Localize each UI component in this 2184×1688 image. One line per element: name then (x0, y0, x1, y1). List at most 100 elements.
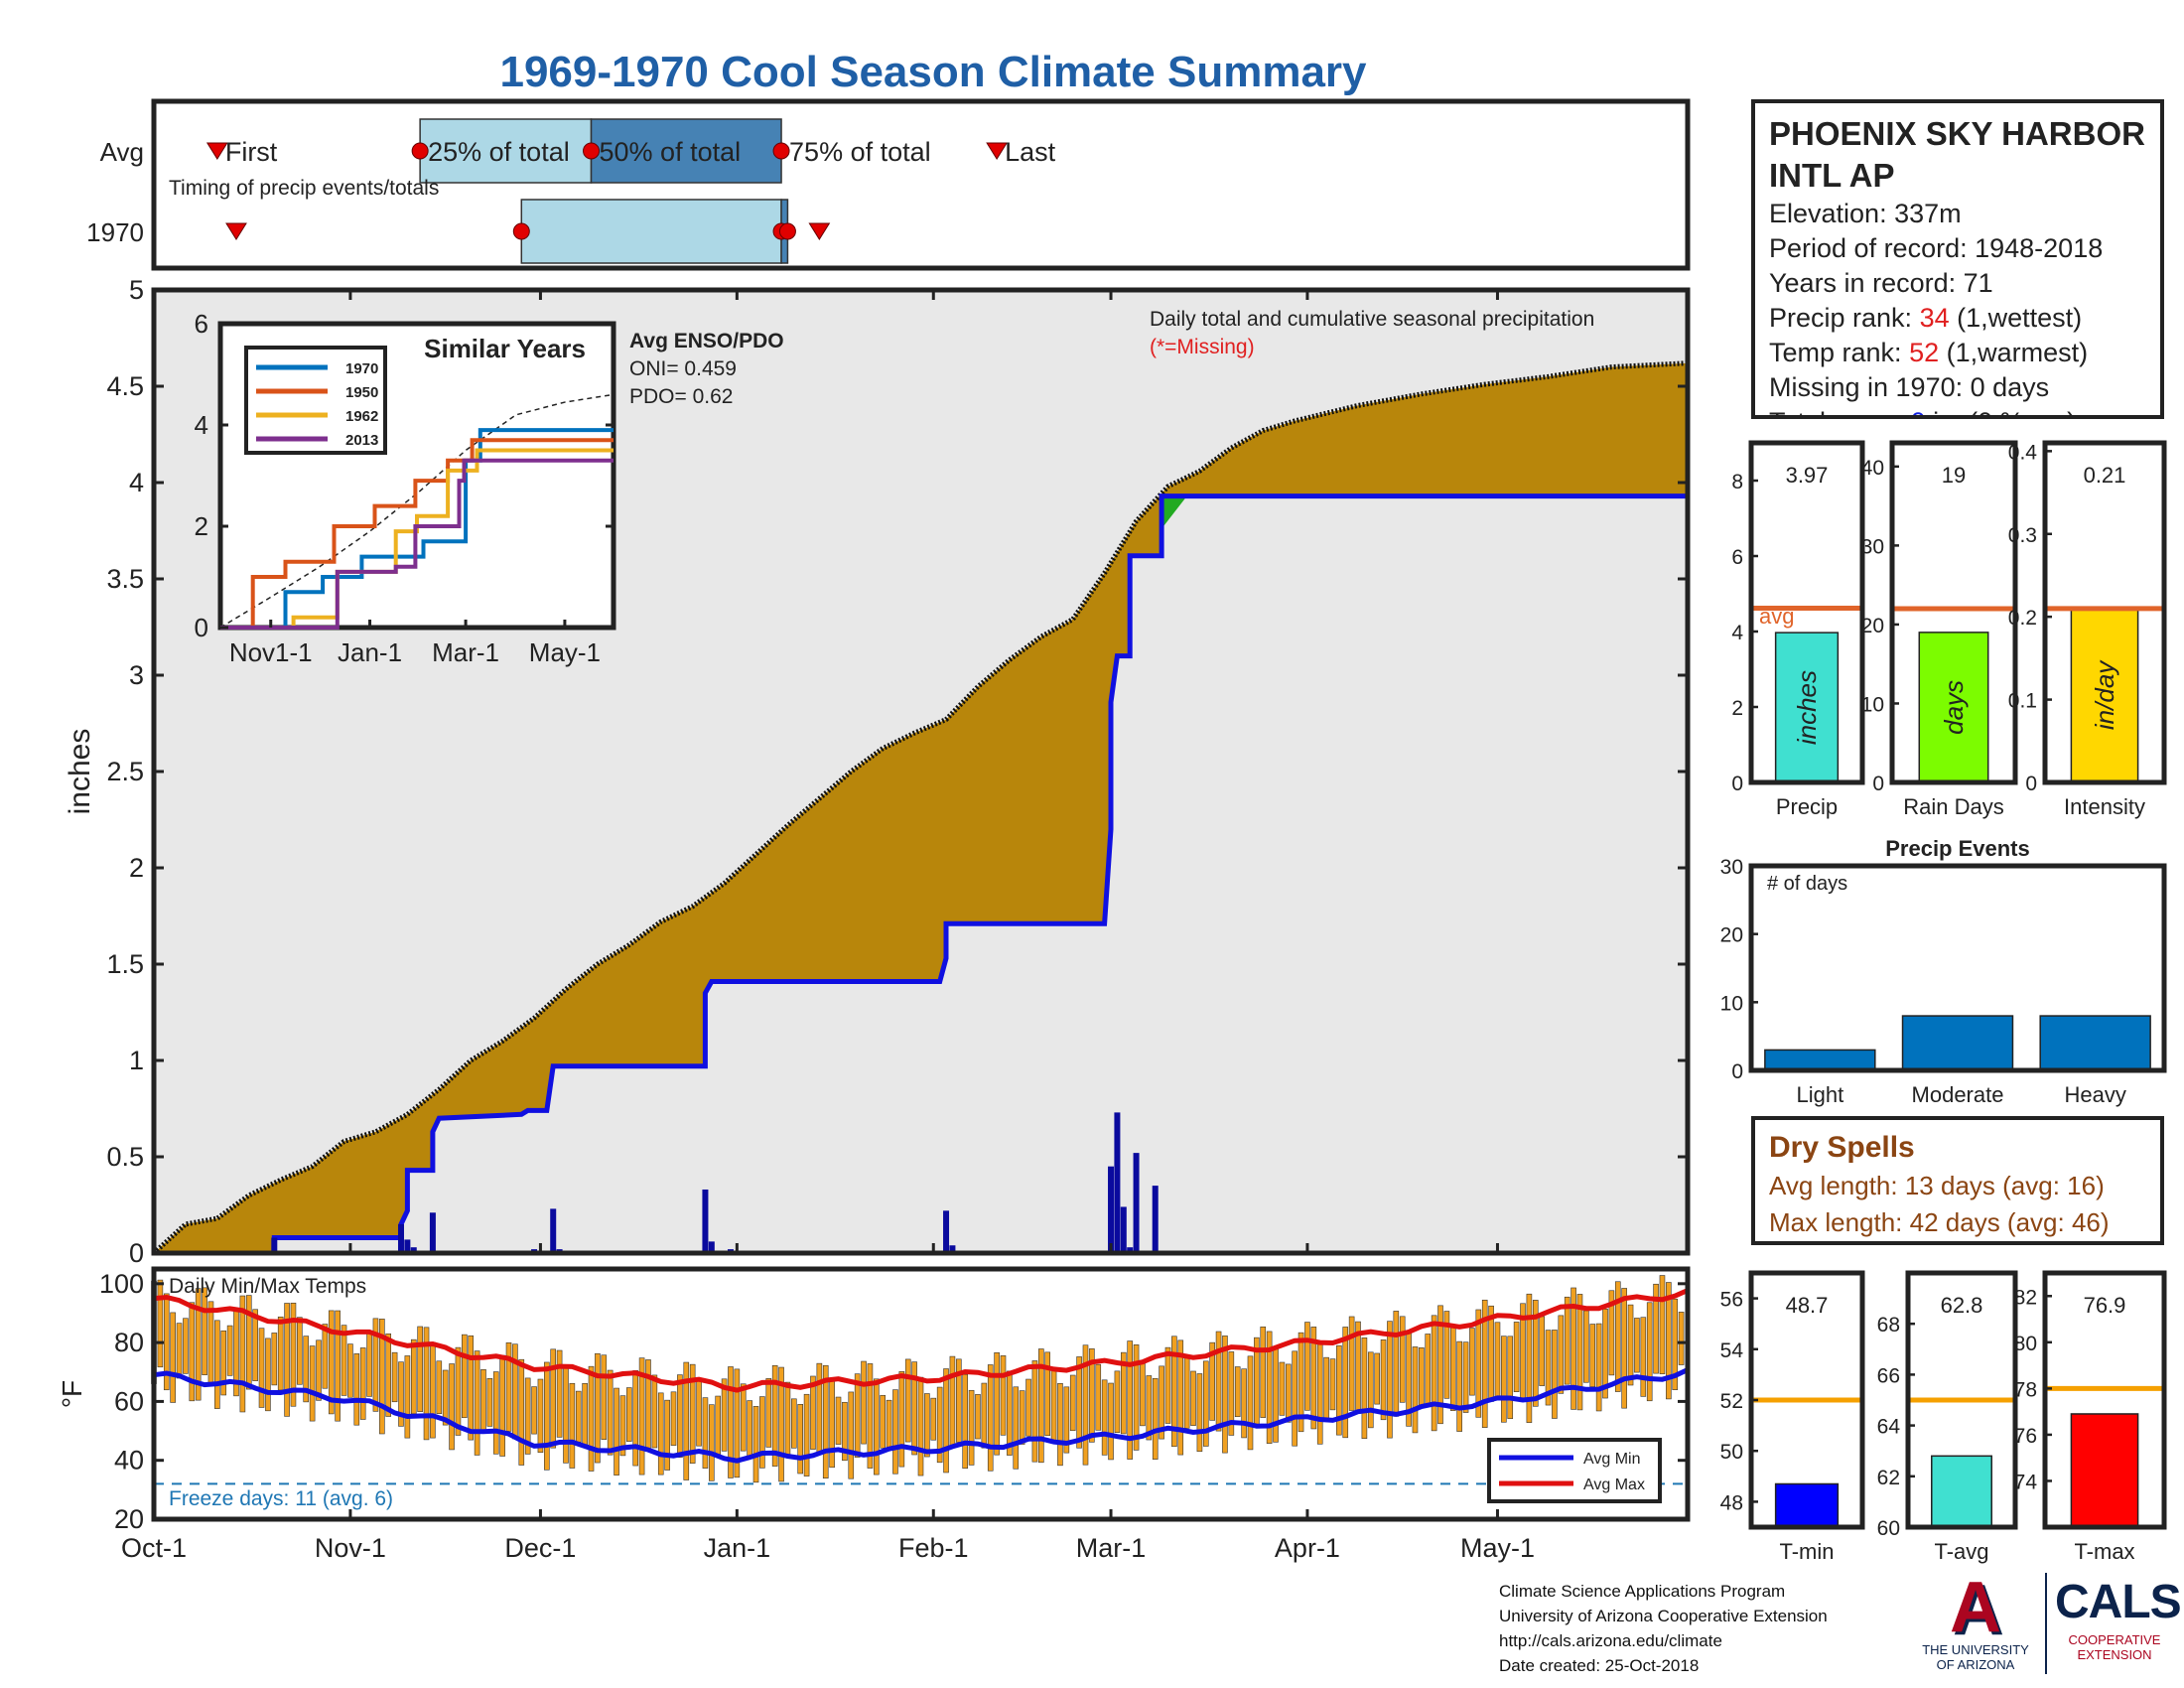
precip-summary-frame (1748, 440, 1865, 785)
daily-temp-bar (1000, 1355, 1007, 1436)
daily-temp-bar (226, 1325, 233, 1376)
x-tick-label: Oct-1 (121, 1533, 187, 1563)
cumulative-y-tick-label: 0 (129, 1238, 144, 1268)
daily-temp-bar (1481, 1299, 1488, 1428)
temp-rank-value: 52 (1909, 338, 1940, 367)
daily-temp-bar (563, 1364, 569, 1464)
timing-label-q50: 50% of total (600, 137, 742, 167)
events-tick-label: 10 (1720, 992, 1743, 1015)
daily-precip-bar (1152, 1186, 1159, 1253)
footer-line-3[interactable]: http://cals.arizona.edu/climate (1499, 1631, 1722, 1650)
precip-summary-value: 3.97 (1786, 463, 1829, 488)
daily-temp-bar (385, 1333, 392, 1417)
daily-temp-bar (797, 1404, 803, 1475)
cumulative-missing-note: (*=Missing) (1150, 336, 1255, 358)
daily-temp-bar (176, 1323, 183, 1379)
dry-max-length: Max length: 42 days (avg: 46) (1769, 1207, 2110, 1237)
daily-precip-bar (943, 1210, 950, 1253)
daily-temp-bar (1545, 1330, 1552, 1406)
daily-temp-bar (1501, 1336, 1507, 1423)
daily-temp-bar (1374, 1352, 1380, 1405)
daily-temp-bar (252, 1309, 258, 1381)
intensity-summary-tick-label: 0 (2025, 773, 2037, 795)
daily-temp-bar (715, 1395, 722, 1457)
daily-temp-bar (569, 1382, 576, 1469)
daily-precip-bar (550, 1208, 557, 1253)
daily-temp-bar (1532, 1300, 1539, 1407)
daily-temp-bar (1031, 1360, 1038, 1463)
daily-temp-bar (709, 1404, 715, 1481)
daily-temp-bar (778, 1366, 784, 1482)
daily-temp-bar (595, 1352, 601, 1464)
daily-temp-bar (492, 1371, 499, 1455)
daily-temp-bar (1076, 1356, 1082, 1449)
daily-precip-bar (1114, 1112, 1121, 1253)
footer-line-2: University of Arizona Cooperative Extens… (1499, 1607, 1828, 1625)
daily-temp-bar (239, 1295, 246, 1413)
logo-divider (2045, 1573, 2047, 1674)
daily-temp-bar (214, 1320, 220, 1409)
daily-temp-bar (1183, 1355, 1190, 1429)
raindays-summary-label: Rain Days (1903, 794, 2003, 819)
daily-temp-bar (1063, 1386, 1070, 1454)
ua-mark: A (1950, 1568, 2001, 1647)
daily-temp-bar (601, 1354, 608, 1440)
daily-temp-bar (524, 1377, 531, 1455)
daily-temp-bar (322, 1324, 329, 1389)
daily-temp-bar (1634, 1318, 1640, 1373)
similar-years-title: Similar Years (424, 334, 586, 363)
daily-temp-bar (987, 1364, 994, 1472)
pdo-value: PDO= 0.62 (629, 385, 733, 408)
daily-temp-bar (189, 1302, 196, 1402)
daily-temp-bar (1089, 1348, 1095, 1443)
daily-temp-bar (1222, 1336, 1228, 1454)
timing-year-box-q25-q50 (520, 199, 782, 264)
tmin-summary-tick-label: 52 (1720, 1390, 1743, 1413)
daily-temp-bar (1013, 1386, 1020, 1470)
daily-temp-bar (1361, 1337, 1368, 1440)
daily-temp-bar (1316, 1342, 1323, 1445)
daily-temp-bar (303, 1336, 310, 1403)
daily-temp-bar (1380, 1339, 1387, 1421)
daily-temp-bar (183, 1318, 189, 1374)
daily-temp-bar (1342, 1327, 1349, 1439)
daily-temp-bar (1108, 1382, 1114, 1461)
daily-temp-bar (1589, 1324, 1596, 1388)
similar-years-avg-line (219, 393, 614, 629)
daily-temp-bar (1292, 1350, 1297, 1447)
daily-temp-bar (1247, 1355, 1254, 1451)
daily-temp-bar (544, 1361, 550, 1471)
daily-temp-bar (486, 1377, 493, 1427)
daily-temp-bar (1653, 1283, 1659, 1374)
daily-temp-bar (1595, 1323, 1602, 1412)
tmax-summary-tick-label: 82 (2014, 1286, 2037, 1309)
tmin-summary-bar (1774, 1482, 1840, 1528)
raindays-summary-tick-label: 40 (1861, 457, 1884, 480)
daily-temp-bar (220, 1330, 227, 1396)
daily-temp-bar (930, 1397, 937, 1441)
daily-precip-bar (271, 1237, 278, 1253)
tmax-summary-frame (2042, 1270, 2167, 1530)
wet-excess-area (1161, 495, 1187, 556)
tavg-summary-bar (1931, 1455, 1992, 1528)
daily-temp-bar (759, 1396, 765, 1469)
legend-label-2013: 2013 (345, 432, 378, 449)
daily-temp-bar (632, 1370, 639, 1467)
daily-temp-bar (462, 1334, 468, 1419)
daily-temp-bar (981, 1382, 988, 1449)
precip-summary-tick-label: 6 (1731, 546, 1743, 569)
daily-temp-bar (614, 1387, 619, 1476)
daily-temp-bar (607, 1369, 614, 1456)
daily-temp-bar (1019, 1390, 1025, 1445)
daily-temp-bar (975, 1394, 981, 1440)
daily-precip-bar (397, 1223, 404, 1253)
timing-label-q25: 25% of total (428, 137, 570, 167)
daily-temp-bar (886, 1399, 892, 1449)
daily-temp-bar (835, 1396, 842, 1445)
avg-max-line (153, 1288, 1690, 1393)
daily-temp-bar (423, 1327, 430, 1441)
daily-temp-bar (1228, 1351, 1235, 1436)
daily-temp-bar (195, 1288, 202, 1401)
daily-temp-bar (1273, 1346, 1279, 1443)
